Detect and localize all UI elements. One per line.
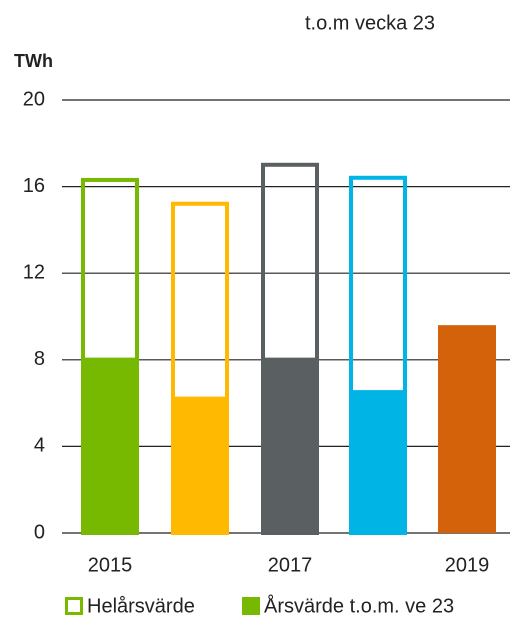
y-tick-label: 20 [23, 88, 45, 110]
y-tick-label: 16 [23, 175, 45, 197]
x-tick-label: 2019 [445, 554, 490, 576]
x-tick-label: 2017 [268, 554, 313, 576]
bar [349, 390, 407, 533]
y-tick-label: 12 [23, 261, 45, 283]
y-tick-label: 4 [34, 435, 45, 457]
bar [171, 396, 229, 533]
legend-swatch [242, 597, 260, 615]
y-tick-label: 0 [34, 521, 45, 543]
legend-swatch [65, 597, 83, 615]
x-tick-label: 2015 [88, 554, 133, 576]
bar [438, 325, 496, 533]
annotation: t.o.m vecka 23 [305, 12, 435, 34]
y-tick-label: 8 [34, 348, 45, 370]
y-axis-label: TWh [14, 51, 53, 71]
legend-label: Helårsvärde [87, 595, 195, 617]
legend-label: Årsvärde t.o.m. ve 23 [264, 594, 454, 617]
bar [81, 357, 139, 533]
bar [261, 357, 319, 533]
